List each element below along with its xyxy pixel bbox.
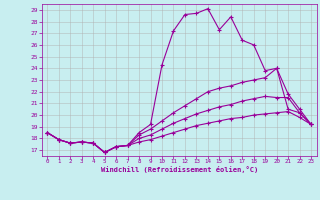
X-axis label: Windchill (Refroidissement éolien,°C): Windchill (Refroidissement éolien,°C) — [100, 166, 258, 173]
